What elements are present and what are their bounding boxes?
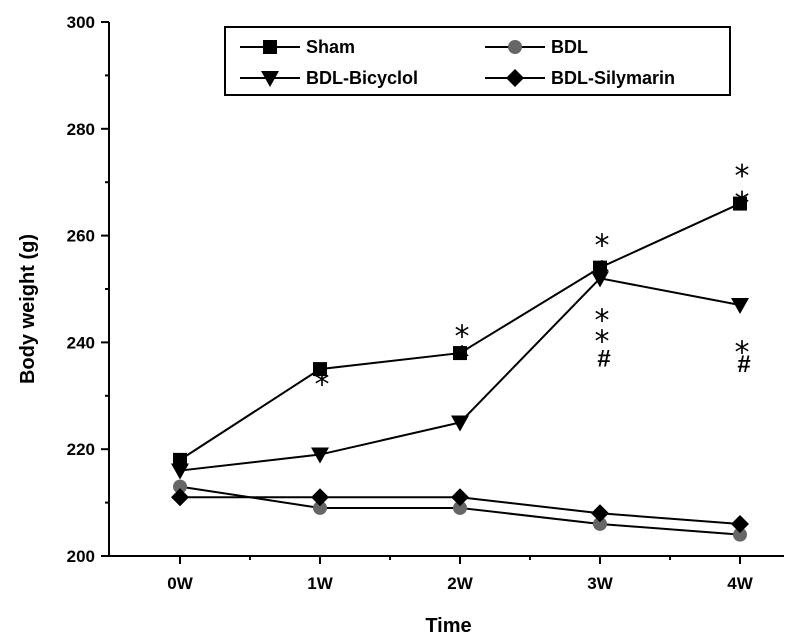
- legend-marker-bdl-silymarin: [506, 69, 524, 87]
- data-point-bdl-bicyclol: [311, 447, 329, 464]
- asterisk-annotation: *: [455, 341, 470, 376]
- data-point-bdl-bicyclol: [591, 271, 609, 288]
- legend-label-bdl: BDL: [551, 37, 588, 57]
- asterisk-annotation: *: [595, 303, 610, 338]
- asterisk-annotation: *: [315, 367, 330, 402]
- x-tick-label: 4W: [727, 574, 753, 593]
- asterisk-annotation: *: [595, 229, 610, 264]
- data-point-bdl-silymarin: [451, 488, 469, 507]
- data-point-bdl-silymarin: [311, 488, 329, 507]
- data-point-bdl-silymarin: [171, 488, 189, 507]
- data-point-bdl-silymarin: [731, 514, 749, 533]
- series-markers: [171, 196, 749, 542]
- legend: Sham BDL BDL-Bicyclol BDL-Silymarin: [224, 26, 731, 96]
- legend-marker-bdl-bicyclol: [261, 71, 279, 87]
- x-tick-label: 2W: [447, 574, 473, 593]
- data-point-sham: [733, 196, 747, 211]
- data-point-bdl: [313, 500, 327, 515]
- data-point-bdl: [593, 516, 607, 531]
- y-tick-label: 280: [67, 120, 95, 139]
- data-point-bdl: [733, 527, 747, 542]
- x-axis-label: Time: [425, 615, 471, 637]
- asterisk-annotation: *: [735, 186, 750, 221]
- hash-annotation: #: [737, 351, 750, 378]
- y-tick-label: 200: [67, 547, 95, 566]
- data-point-bdl: [453, 500, 467, 515]
- asterisk-annotation: *: [735, 159, 750, 194]
- hash-annotation: #: [597, 345, 610, 372]
- x-tick-label: 0W: [167, 574, 193, 593]
- y-tick-label: 220: [67, 440, 95, 459]
- x-tick-label: 3W: [587, 574, 613, 593]
- legend-label-bdl-silymarin: BDL-Silymarin: [551, 68, 675, 88]
- asterisk-annotation: *: [455, 319, 470, 354]
- y-axis-label: Body weight (g): [17, 234, 39, 384]
- data-point-bdl-bicyclol: [451, 415, 469, 432]
- legend-marker-bdl: [508, 40, 522, 54]
- legend-marker-sham: [263, 40, 277, 54]
- asterisk-annotation: *: [595, 255, 610, 290]
- significance-annotations: *******#***#: [315, 159, 751, 402]
- data-point-sham: [313, 362, 327, 377]
- data-point-bdl: [173, 479, 187, 494]
- data-point-sham: [173, 452, 187, 467]
- asterisk-annotation: *: [595, 325, 610, 360]
- y-tick-label: 300: [67, 13, 95, 32]
- data-point-sham: [593, 260, 607, 275]
- x-tick-label: 1W: [307, 574, 333, 593]
- data-point-sham: [453, 346, 467, 361]
- y-tick-label: 240: [67, 333, 95, 352]
- legend-box: [224, 26, 731, 96]
- data-point-bdl-bicyclol: [171, 463, 189, 480]
- y-tick-label: 260: [67, 227, 95, 246]
- legend-label-sham: Sham: [306, 37, 355, 57]
- data-point-bdl-silymarin: [591, 504, 609, 523]
- legend-label-bdl-bicyclol: BDL-Bicyclol: [306, 68, 418, 88]
- axes: 200 220 240 260 280 300 0W 1W 2W 3W 4W: [67, 13, 784, 593]
- data-point-bdl-bicyclol: [731, 298, 749, 315]
- asterisk-annotation: *: [735, 335, 750, 370]
